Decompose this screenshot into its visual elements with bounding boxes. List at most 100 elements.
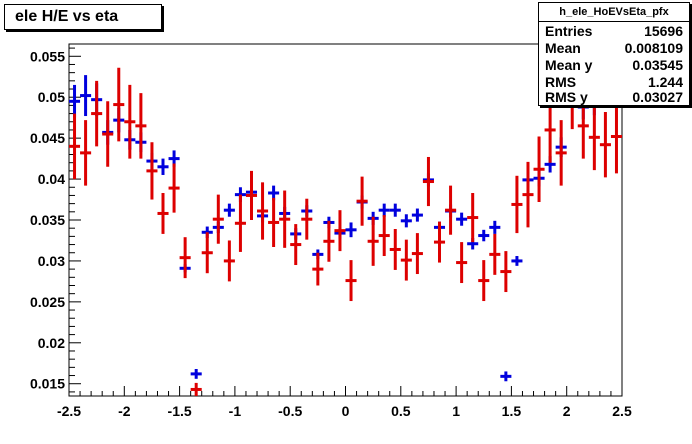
data-point (555, 120, 567, 186)
data-point (80, 75, 92, 117)
stats-row-rms: RMS 1.244 (545, 74, 683, 92)
data-point (511, 175, 523, 234)
data-point (411, 233, 423, 275)
data-point (544, 97, 556, 163)
data-point (378, 203, 390, 217)
data-point (400, 214, 412, 228)
data-point (146, 142, 158, 200)
data-point (80, 120, 92, 186)
data-point (456, 242, 468, 284)
stats-row-entries: Entries 15696 (545, 23, 683, 41)
data-point (599, 111, 611, 178)
data-point (478, 229, 490, 242)
data-point (411, 208, 423, 222)
stats-label: Entries (545, 23, 593, 39)
x-tick-label: 1 (452, 403, 460, 419)
data-point (212, 194, 224, 244)
stats-histogram-name: h_ele_HoEVsEta_pfx (539, 3, 689, 22)
x-tick-label: 0 (342, 403, 350, 419)
data-point (489, 220, 501, 234)
chart-title: ele H/E vs eta (15, 8, 119, 25)
data-point (157, 158, 169, 175)
data-point (223, 240, 235, 282)
stats-row-rms-y: RMS y 0.03027 (545, 89, 683, 107)
y-tick-label: 0.035 (30, 212, 65, 228)
data-point (168, 163, 180, 213)
data-point (478, 260, 490, 302)
data-point (500, 371, 512, 382)
stats-label: Mean y (545, 57, 593, 73)
axes: -2.5 -2 -1.5 -1 -0.5 0 0.5 1 1.5 2 2.5 0.015 0.02 0.0… (30, 47, 632, 419)
y-tick-label: 0.025 (30, 294, 65, 310)
x-tick-label: -1 (229, 403, 242, 419)
data-point (323, 220, 335, 262)
data-point (456, 212, 468, 226)
data-point (157, 192, 169, 234)
x-tick-label: 1.5 (502, 403, 522, 419)
stats-value: 1.244 (647, 74, 683, 90)
data-point (367, 216, 379, 266)
data-point (135, 93, 147, 159)
stats-value: 0.03027 (632, 89, 683, 105)
x-tick-label: 2.5 (612, 403, 632, 419)
data-point (113, 67, 125, 142)
data-point (190, 382, 202, 396)
data-point (279, 190, 291, 248)
data-point (102, 101, 114, 167)
data-point (124, 84, 136, 159)
y-tick-label: 0.04 (38, 171, 65, 187)
y-tick-label: 0.03 (38, 253, 65, 269)
chart-title-box: ele H/E vs eta (4, 4, 162, 30)
x-tick-label: -2.5 (57, 403, 81, 419)
data-point (190, 368, 202, 379)
series-1 (69, 63, 622, 396)
data-point (500, 251, 512, 293)
data-point (201, 232, 213, 274)
data-point (345, 222, 357, 238)
data-point (345, 260, 357, 302)
data-point (378, 215, 390, 257)
data-point (588, 104, 600, 171)
data-series (69, 63, 622, 396)
data-point (389, 203, 401, 217)
data-point (312, 252, 324, 286)
data-point (290, 224, 302, 266)
x-tick-label: -2 (118, 403, 131, 419)
data-point (334, 210, 346, 252)
stats-value: 15696 (644, 23, 683, 39)
x-tick-label: -0.5 (278, 403, 302, 419)
stats-label: RMS y (545, 89, 588, 105)
data-point (422, 156, 434, 207)
stats-value: 0.008109 (624, 40, 683, 56)
data-point (268, 197, 280, 248)
data-point (69, 84, 81, 118)
x-tick-label: -1.5 (168, 403, 192, 419)
stats-label: Mean (545, 40, 581, 56)
stats-row-mean-y: Mean y 0.03545 (545, 57, 683, 75)
x-tick-label: 0.5 (391, 403, 411, 419)
data-point (223, 203, 235, 217)
data-point (301, 198, 313, 240)
data-point (234, 194, 246, 252)
y-tick-label: 0.045 (30, 130, 65, 146)
data-point (179, 237, 191, 279)
data-point (356, 176, 368, 226)
stats-value: 0.03545 (632, 57, 683, 73)
data-point (400, 239, 412, 281)
data-point (533, 136, 545, 202)
data-point (257, 182, 269, 240)
data-point (433, 221, 446, 263)
y-tick-label: 0.05 (38, 89, 65, 105)
data-point (445, 185, 457, 235)
data-point (91, 80, 103, 147)
data-point (511, 256, 523, 266)
y-tick-label: 0.015 (30, 376, 65, 392)
stats-label: RMS (545, 74, 577, 90)
plot-frame (68, 43, 623, 397)
data-point (69, 113, 81, 180)
data-point (467, 192, 479, 243)
data-point (610, 99, 622, 174)
y-tick-label: 0.02 (38, 335, 65, 351)
stats-row-mean: Mean 0.008109 (545, 40, 683, 58)
